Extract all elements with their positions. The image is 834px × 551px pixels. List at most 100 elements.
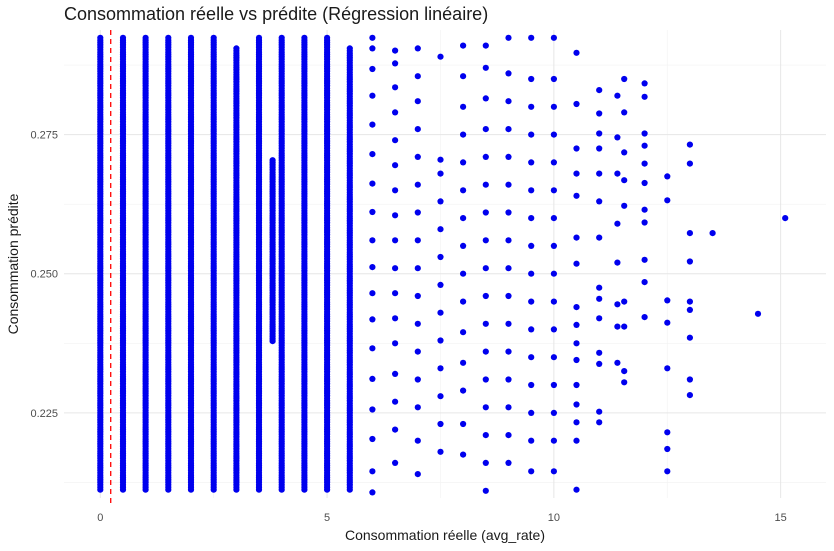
data-point: [437, 448, 444, 455]
data-point: [550, 215, 558, 222]
data-point: [505, 70, 512, 77]
data-point: [414, 437, 421, 444]
x-axis-ticks: 0 5 10 15: [97, 512, 787, 524]
y-axis-title: Consommation prédite: [5, 193, 21, 334]
data-point: [369, 406, 376, 413]
data-point: [664, 468, 671, 475]
data-point: [614, 170, 621, 177]
data-point: [528, 75, 535, 83]
data-point: [528, 381, 535, 389]
data-point: [528, 354, 535, 361]
data-point: [437, 156, 444, 163]
data-point: [596, 87, 603, 94]
data-point: [686, 141, 694, 148]
data-point: [614, 323, 621, 330]
data-point: [482, 265, 489, 272]
data-point: [369, 208, 376, 216]
data-point: [596, 360, 603, 367]
data-point: [596, 130, 603, 137]
data-point: [641, 256, 648, 263]
y-axis-ticks: 0.225 0.250 0.275: [30, 130, 58, 420]
data-point: [686, 306, 694, 313]
data-point: [437, 226, 444, 233]
data-point: [614, 259, 621, 266]
data-point: [596, 284, 603, 291]
data-point: [573, 100, 580, 108]
data-point: [528, 437, 535, 444]
data-point: [369, 92, 376, 99]
data-point: [369, 264, 376, 271]
data-point: [596, 110, 603, 117]
data-point: [460, 451, 467, 458]
data-point: [573, 192, 580, 199]
x-tick-label: 0: [97, 512, 103, 524]
data-point: [528, 326, 535, 333]
data-point: [460, 215, 467, 222]
data-point: [641, 142, 648, 149]
data-point: [392, 340, 399, 347]
data-point: [550, 103, 558, 110]
data-point: [505, 432, 512, 439]
data-point: [414, 471, 421, 478]
data-point: [233, 45, 240, 52]
data-point: [392, 109, 399, 116]
data-point: [505, 348, 512, 355]
data-point: [505, 265, 512, 272]
data-point: [596, 145, 603, 152]
data-point: [369, 121, 376, 128]
data-point: [369, 65, 376, 73]
data-point: [437, 198, 444, 205]
data-point: [460, 187, 467, 194]
data-point: [324, 34, 331, 41]
data-point: [550, 409, 558, 416]
data-point: [165, 34, 172, 41]
data-point: [505, 181, 512, 188]
data-point: [369, 435, 376, 443]
data-point: [346, 45, 353, 52]
data-point: [550, 270, 558, 277]
data-point: [573, 260, 580, 267]
data-point: [414, 45, 421, 52]
data-point: [392, 47, 399, 54]
data-point: [573, 486, 580, 493]
data-point: [460, 103, 467, 110]
data-point: [596, 315, 603, 322]
data-point: [641, 314, 648, 321]
data-point: [414, 237, 421, 244]
data-point: [573, 49, 580, 56]
data-point: [369, 290, 376, 297]
data-point: [641, 206, 648, 213]
data-point: [369, 151, 376, 158]
data-point: [686, 392, 694, 399]
data-point: [460, 329, 467, 336]
data-point: [550, 437, 558, 444]
data-point: [550, 34, 558, 41]
data-point: [596, 234, 603, 241]
data-point: [369, 34, 376, 41]
data-point: [369, 375, 376, 382]
data-point: [482, 487, 489, 494]
data-point: [482, 42, 489, 49]
data-point: [573, 145, 580, 152]
y-tick-label: 0.250: [30, 269, 58, 281]
data-point: [664, 319, 671, 326]
data-point: [505, 237, 512, 244]
data-point: [686, 334, 694, 341]
data-point: [664, 197, 671, 204]
data-point: [437, 53, 444, 60]
data-point: [573, 340, 580, 347]
data-point: [414, 98, 421, 105]
data-point: [505, 320, 512, 327]
data-point: [596, 170, 603, 177]
data-point: [686, 376, 694, 383]
data-point: [528, 409, 535, 416]
data-point: [437, 309, 444, 316]
data-point: [621, 379, 628, 386]
data-point: [414, 126, 421, 133]
data-point: [460, 159, 467, 166]
data-point: [641, 93, 648, 100]
data-point: [505, 209, 512, 216]
data-point: [596, 198, 603, 205]
data-point: [392, 426, 399, 433]
data-point: [573, 304, 580, 311]
